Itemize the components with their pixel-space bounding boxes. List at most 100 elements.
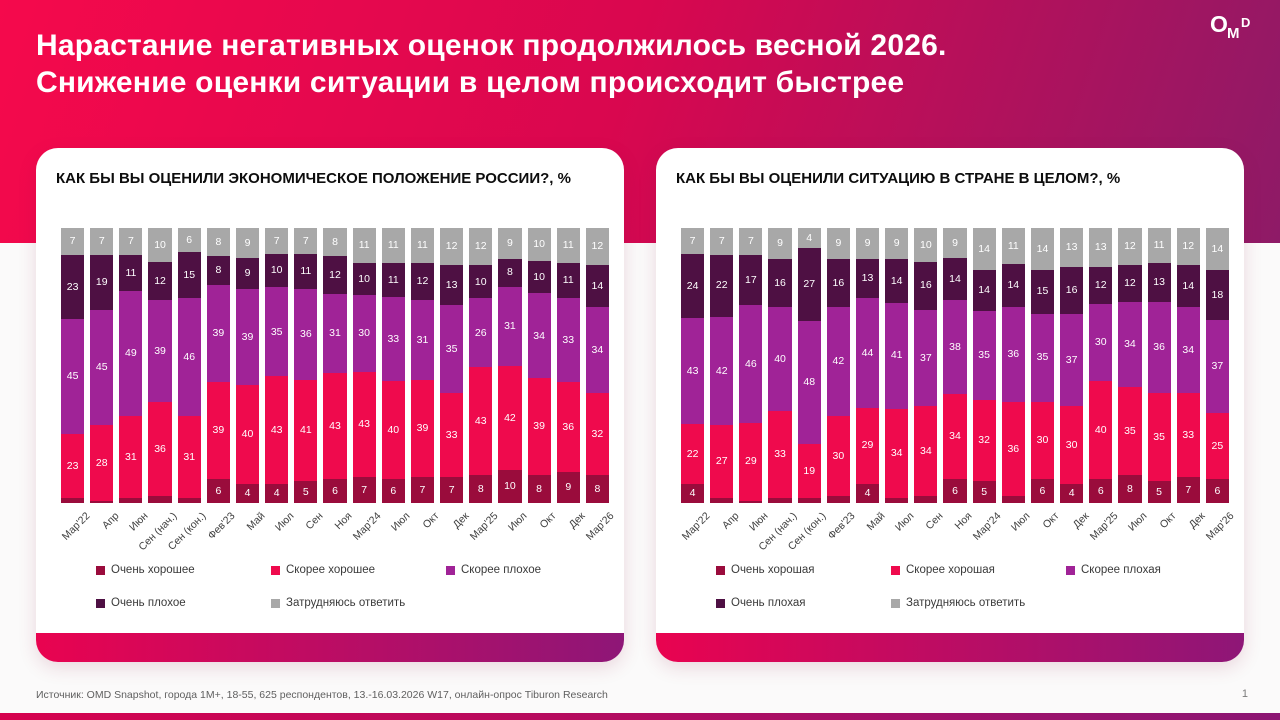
segment-value-label: 43 [474,414,487,427]
segment-value-label: 35 [445,342,458,355]
legend-label: Очень хорошее [111,564,195,576]
bar-segment: 11 [381,227,405,263]
segment-value-label: 31 [416,333,429,346]
bar-segment: 10 [352,262,376,296]
bar-stack: 6 30 35 15 14 [1030,228,1055,503]
bar-segment: 14 [1001,264,1025,308]
bar-column: 5 32 35 14 14 Мар'24 [971,227,1004,543]
bar-segment: 36 [1001,401,1025,497]
bar-segment: 39 [527,378,551,475]
segment-value-label: 36 [562,420,575,433]
bar-segment: 26 [469,298,493,368]
segment-value-label: 11 [562,274,574,287]
bar-segment: 9 [943,227,967,259]
segment-value-label: 13 [861,272,874,285]
bar-stack: 4 30 37 16 13 [1060,228,1084,503]
segment-value-label: 12 [1124,240,1136,253]
bar-segment: 34 [585,306,609,393]
bar-stack: 27 42 22 7 [710,228,734,503]
bar-stack: 5 41 36 11 7 [294,228,318,503]
segment-value-label: 46 [745,357,757,370]
bar-segment: 31 [323,293,347,373]
bar-segment: 35 [440,304,464,393]
bar-segment: 6 [943,479,967,503]
segment-value-label: 29 [745,455,757,468]
bar-segment: 12 [1176,227,1200,266]
bar-stack: 8 39 34 10 10 [527,227,551,503]
segment-value-label: 23 [66,280,79,293]
bar-segment [61,498,85,503]
bar-segment: 35 [1030,313,1055,402]
segment-value-label: 12 [445,240,458,253]
bar-segment: 9 [498,228,522,259]
bar-segment: 12 [585,227,609,266]
segment-value-label: 14 [1211,242,1224,255]
bar-segment: 39 [206,381,230,480]
segment-value-label: 10 [270,264,283,277]
segment-value-label: 9 [565,481,572,494]
segment-value-label: 18 [1211,288,1224,301]
bar-segment: 12 [323,256,347,294]
bar-column: 8 32 34 14 12 Мар'26 [584,227,617,543]
segment-value-label: 8 [507,266,513,279]
segment-value-label: 31 [329,327,341,339]
segment-value-label: 12 [591,240,604,253]
bar-stack: 6 40 30 12 13 [1089,227,1113,503]
segment-value-label: 7 [98,235,105,248]
bar-segment: 37 [914,309,938,407]
bar-segment: 41 [885,302,909,409]
bar-segment: 32 [972,399,996,482]
bar-segment: 36 [294,289,318,380]
segment-value-label: 6 [390,484,397,497]
bar-segment: 11 [1001,228,1025,265]
bar-segment: 37 [1205,320,1229,414]
bar-segment: 16 [1060,267,1084,314]
segment-value-label: 6 [215,484,222,497]
segment-value-label: 37 [1065,353,1078,366]
bar-segment: 8 [527,474,551,503]
bar-segment [885,498,909,503]
bar-segment: 42 [826,307,850,416]
legend-swatch-icon [891,598,900,608]
bar-segment: 13 [1147,262,1171,303]
segment-value-label: 7 [302,234,309,247]
bar-segment: 34 [885,408,909,499]
bar-segment: 11 [381,262,405,298]
bar-segment: 6 [1089,479,1113,503]
bar-segment: 6 [1205,479,1229,503]
segment-value-label: 33 [387,332,400,345]
bar-segment: 33 [440,393,464,477]
segment-value-label: 39 [241,330,254,343]
segment-value-label: 5 [981,485,988,498]
segment-value-label: 7 [361,483,368,496]
bar-segment: 34 [1118,301,1142,388]
segment-value-label: 19 [803,464,816,477]
bar-segment: 7 [119,228,143,255]
segment-value-label: 5 [302,485,309,498]
segment-value-label: 8 [332,235,338,248]
slide-title: Нарастание негативных оценок продолжилос… [36,28,947,102]
segment-value-label: 38 [949,340,961,353]
segment-value-label: 10 [358,272,370,285]
bar-column: 31 46 15 6 Сен (кон.) [166,227,209,553]
bar-segment: 31 [177,415,201,499]
segment-value-label: 12 [1094,279,1107,292]
bar-segment: 31 [498,286,522,367]
legend-item: Скорее хорошая [891,564,1066,576]
bar-segment: 43 [265,376,289,484]
bar-segment: 42 [498,366,522,471]
segment-value-label: 39 [212,424,225,437]
segment-value-label: 13 [1153,276,1165,289]
segment-value-label: 10 [154,238,166,251]
bar-segment: 37 [1060,313,1084,407]
legend-country: Очень хорошая Скорее хорошая Скорее плохая… [716,564,1246,609]
segment-value-label: 42 [832,355,845,368]
segment-value-label: 35 [1153,430,1165,443]
bar-segment: 8 [323,228,347,257]
bar-segment: 46 [739,304,763,423]
bar-segment: 8 [469,474,493,503]
segment-value-label: 35 [1124,424,1136,437]
segment-value-label: 8 [1127,482,1133,495]
bar-column: 30 42 16 9 Фев'23 [826,228,858,542]
bar-segment [768,498,792,503]
